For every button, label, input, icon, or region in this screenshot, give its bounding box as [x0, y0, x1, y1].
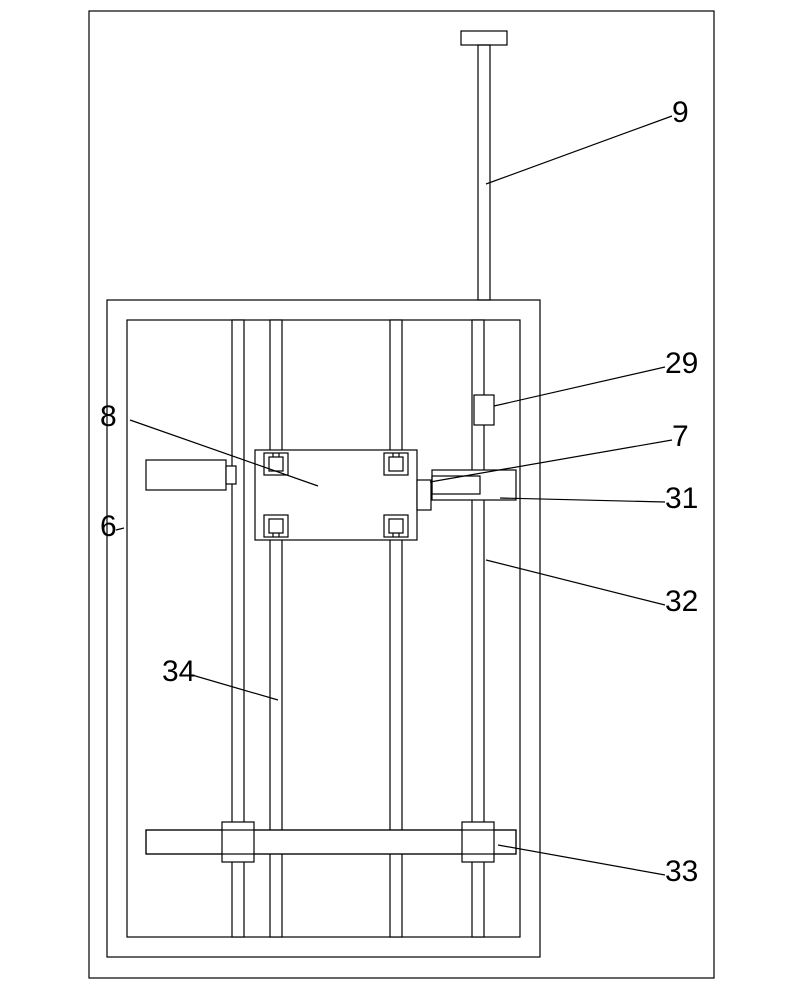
callout-label-32: 32 [665, 585, 698, 619]
callout-label-7: 7 [672, 420, 689, 454]
callout-label-9: 9 [672, 96, 689, 130]
callout-label-31: 31 [665, 482, 698, 516]
callout-label-8: 8 [100, 400, 117, 434]
callout-label-29: 29 [665, 347, 698, 381]
callout-label-33: 33 [665, 855, 698, 889]
callout-label-6: 6 [100, 510, 117, 544]
callout-label-34: 34 [162, 655, 195, 689]
